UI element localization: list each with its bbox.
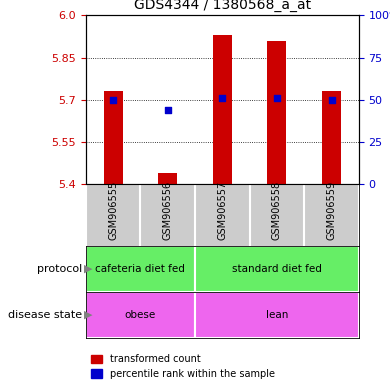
- Text: ▶: ▶: [84, 264, 92, 274]
- Text: GSM906558: GSM906558: [272, 180, 282, 240]
- Bar: [104, 91, 122, 184]
- Text: ▶: ▶: [84, 310, 92, 320]
- Legend: transformed count, percentile rank within the sample: transformed count, percentile rank withi…: [90, 354, 275, 379]
- Point: [328, 97, 335, 103]
- Text: standard diet fed: standard diet fed: [232, 264, 322, 274]
- Bar: [86, 246, 195, 292]
- Bar: [213, 35, 232, 184]
- Point: [274, 95, 280, 101]
- Title: GDS4344 / 1380568_a_at: GDS4344 / 1380568_a_at: [134, 0, 311, 12]
- Bar: [195, 246, 359, 292]
- Bar: [195, 292, 359, 338]
- Bar: [268, 41, 287, 184]
- Text: GSM906555: GSM906555: [108, 180, 118, 240]
- Bar: [322, 91, 341, 184]
- Text: obese: obese: [125, 310, 156, 320]
- Text: lean: lean: [266, 310, 288, 320]
- Text: GSM906557: GSM906557: [217, 180, 227, 240]
- Bar: [158, 173, 177, 184]
- Text: disease state: disease state: [8, 310, 82, 320]
- Text: cafeteria diet fed: cafeteria diet fed: [96, 264, 185, 274]
- Bar: [86, 292, 195, 338]
- Point: [219, 95, 225, 101]
- Text: protocol: protocol: [37, 264, 82, 274]
- Text: GSM906559: GSM906559: [326, 180, 337, 240]
- Text: GSM906556: GSM906556: [163, 180, 173, 240]
- Point: [165, 107, 171, 113]
- Point: [110, 97, 116, 103]
